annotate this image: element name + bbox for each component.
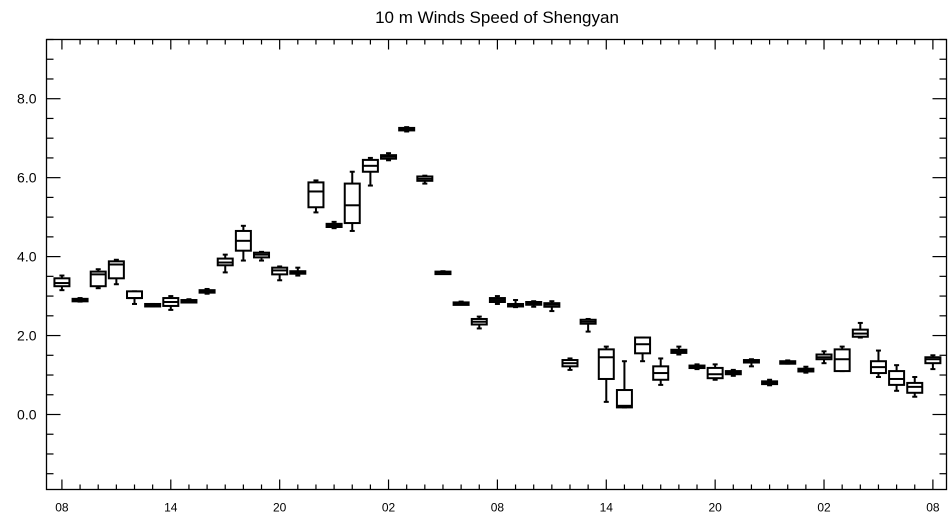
- box-item: [144, 302, 162, 308]
- box-item: [488, 295, 506, 305]
- box-item: [162, 295, 180, 311]
- box-item: [797, 365, 815, 374]
- box-item: [507, 299, 525, 309]
- box-iqr: [634, 336, 652, 355]
- box-item: [561, 357, 579, 371]
- box-item: [761, 378, 779, 387]
- box-iqr: [597, 348, 615, 380]
- box-item: [597, 345, 615, 403]
- y-tick-label: 6.0: [17, 170, 37, 186]
- box-item: [307, 179, 325, 214]
- box-iqr: [307, 181, 325, 209]
- box-item: [851, 321, 869, 339]
- box-item: [416, 174, 434, 185]
- box-item: [615, 360, 633, 409]
- y-tick-label: 8.0: [17, 91, 37, 107]
- box-item: [434, 270, 452, 276]
- x-tick-label: 20: [708, 501, 722, 515]
- box-item: [815, 350, 833, 365]
- box-item: [198, 287, 216, 295]
- box-iqr: [343, 182, 361, 225]
- box-item: [361, 156, 379, 187]
- box-iqr: [107, 260, 125, 280]
- box-item: [234, 224, 252, 262]
- x-tick-label: 08: [926, 501, 940, 515]
- box-item: [742, 358, 760, 368]
- box-item: [833, 345, 851, 373]
- box-item: [71, 297, 89, 303]
- x-tick-label: 14: [600, 501, 614, 515]
- box-item: [398, 126, 416, 133]
- x-tick-label: 08: [55, 501, 69, 515]
- box-item: [652, 357, 670, 386]
- box-item: [180, 298, 198, 304]
- box-item: [53, 274, 71, 292]
- y-tick-label: 0.0: [17, 407, 37, 423]
- box-item: [89, 268, 107, 290]
- box-item: [888, 364, 906, 392]
- box-item: [924, 354, 942, 371]
- box-item: [724, 368, 742, 377]
- axes-layer: 0.0 2.0 4.0 6.0 8.0 08 14 20 02 08 14 20 02 08: [17, 38, 947, 515]
- box-item: [634, 336, 652, 363]
- box-item: [380, 152, 398, 162]
- box-item: [869, 349, 887, 378]
- x-tick-label: 02: [382, 501, 396, 515]
- box-item: [289, 266, 307, 277]
- box-item: [706, 363, 724, 381]
- x-tick-label: 02: [817, 501, 831, 515]
- box-item: [779, 359, 797, 365]
- x-tick-label: 08: [491, 501, 505, 515]
- box-iqr: [706, 366, 724, 380]
- box-item: [579, 317, 597, 333]
- box-item: [525, 300, 543, 308]
- x-tick-label: 14: [164, 501, 178, 515]
- box-item: [107, 258, 125, 286]
- box-item: [452, 300, 470, 306]
- chart-title: 10 m Winds Speed of Shengyan: [375, 8, 619, 27]
- box-item: [670, 345, 688, 356]
- box-item: [271, 265, 289, 282]
- box-iqr: [615, 389, 633, 409]
- box-item: [470, 315, 488, 330]
- box-item: [343, 170, 361, 232]
- box-iqr: [126, 290, 144, 300]
- y-tick-label: 4.0: [17, 249, 37, 265]
- plot-frame: [45, 38, 948, 491]
- box-item: [325, 220, 343, 230]
- boxes-layer: [53, 126, 942, 409]
- box-item: [126, 290, 144, 305]
- y-tick-label: 2.0: [17, 328, 37, 344]
- box-item: [543, 300, 561, 313]
- box-item: [906, 376, 924, 398]
- x-tick-label: 20: [273, 501, 287, 515]
- box-item: [688, 363, 706, 371]
- box-item: [253, 250, 271, 262]
- box-item: [216, 253, 234, 274]
